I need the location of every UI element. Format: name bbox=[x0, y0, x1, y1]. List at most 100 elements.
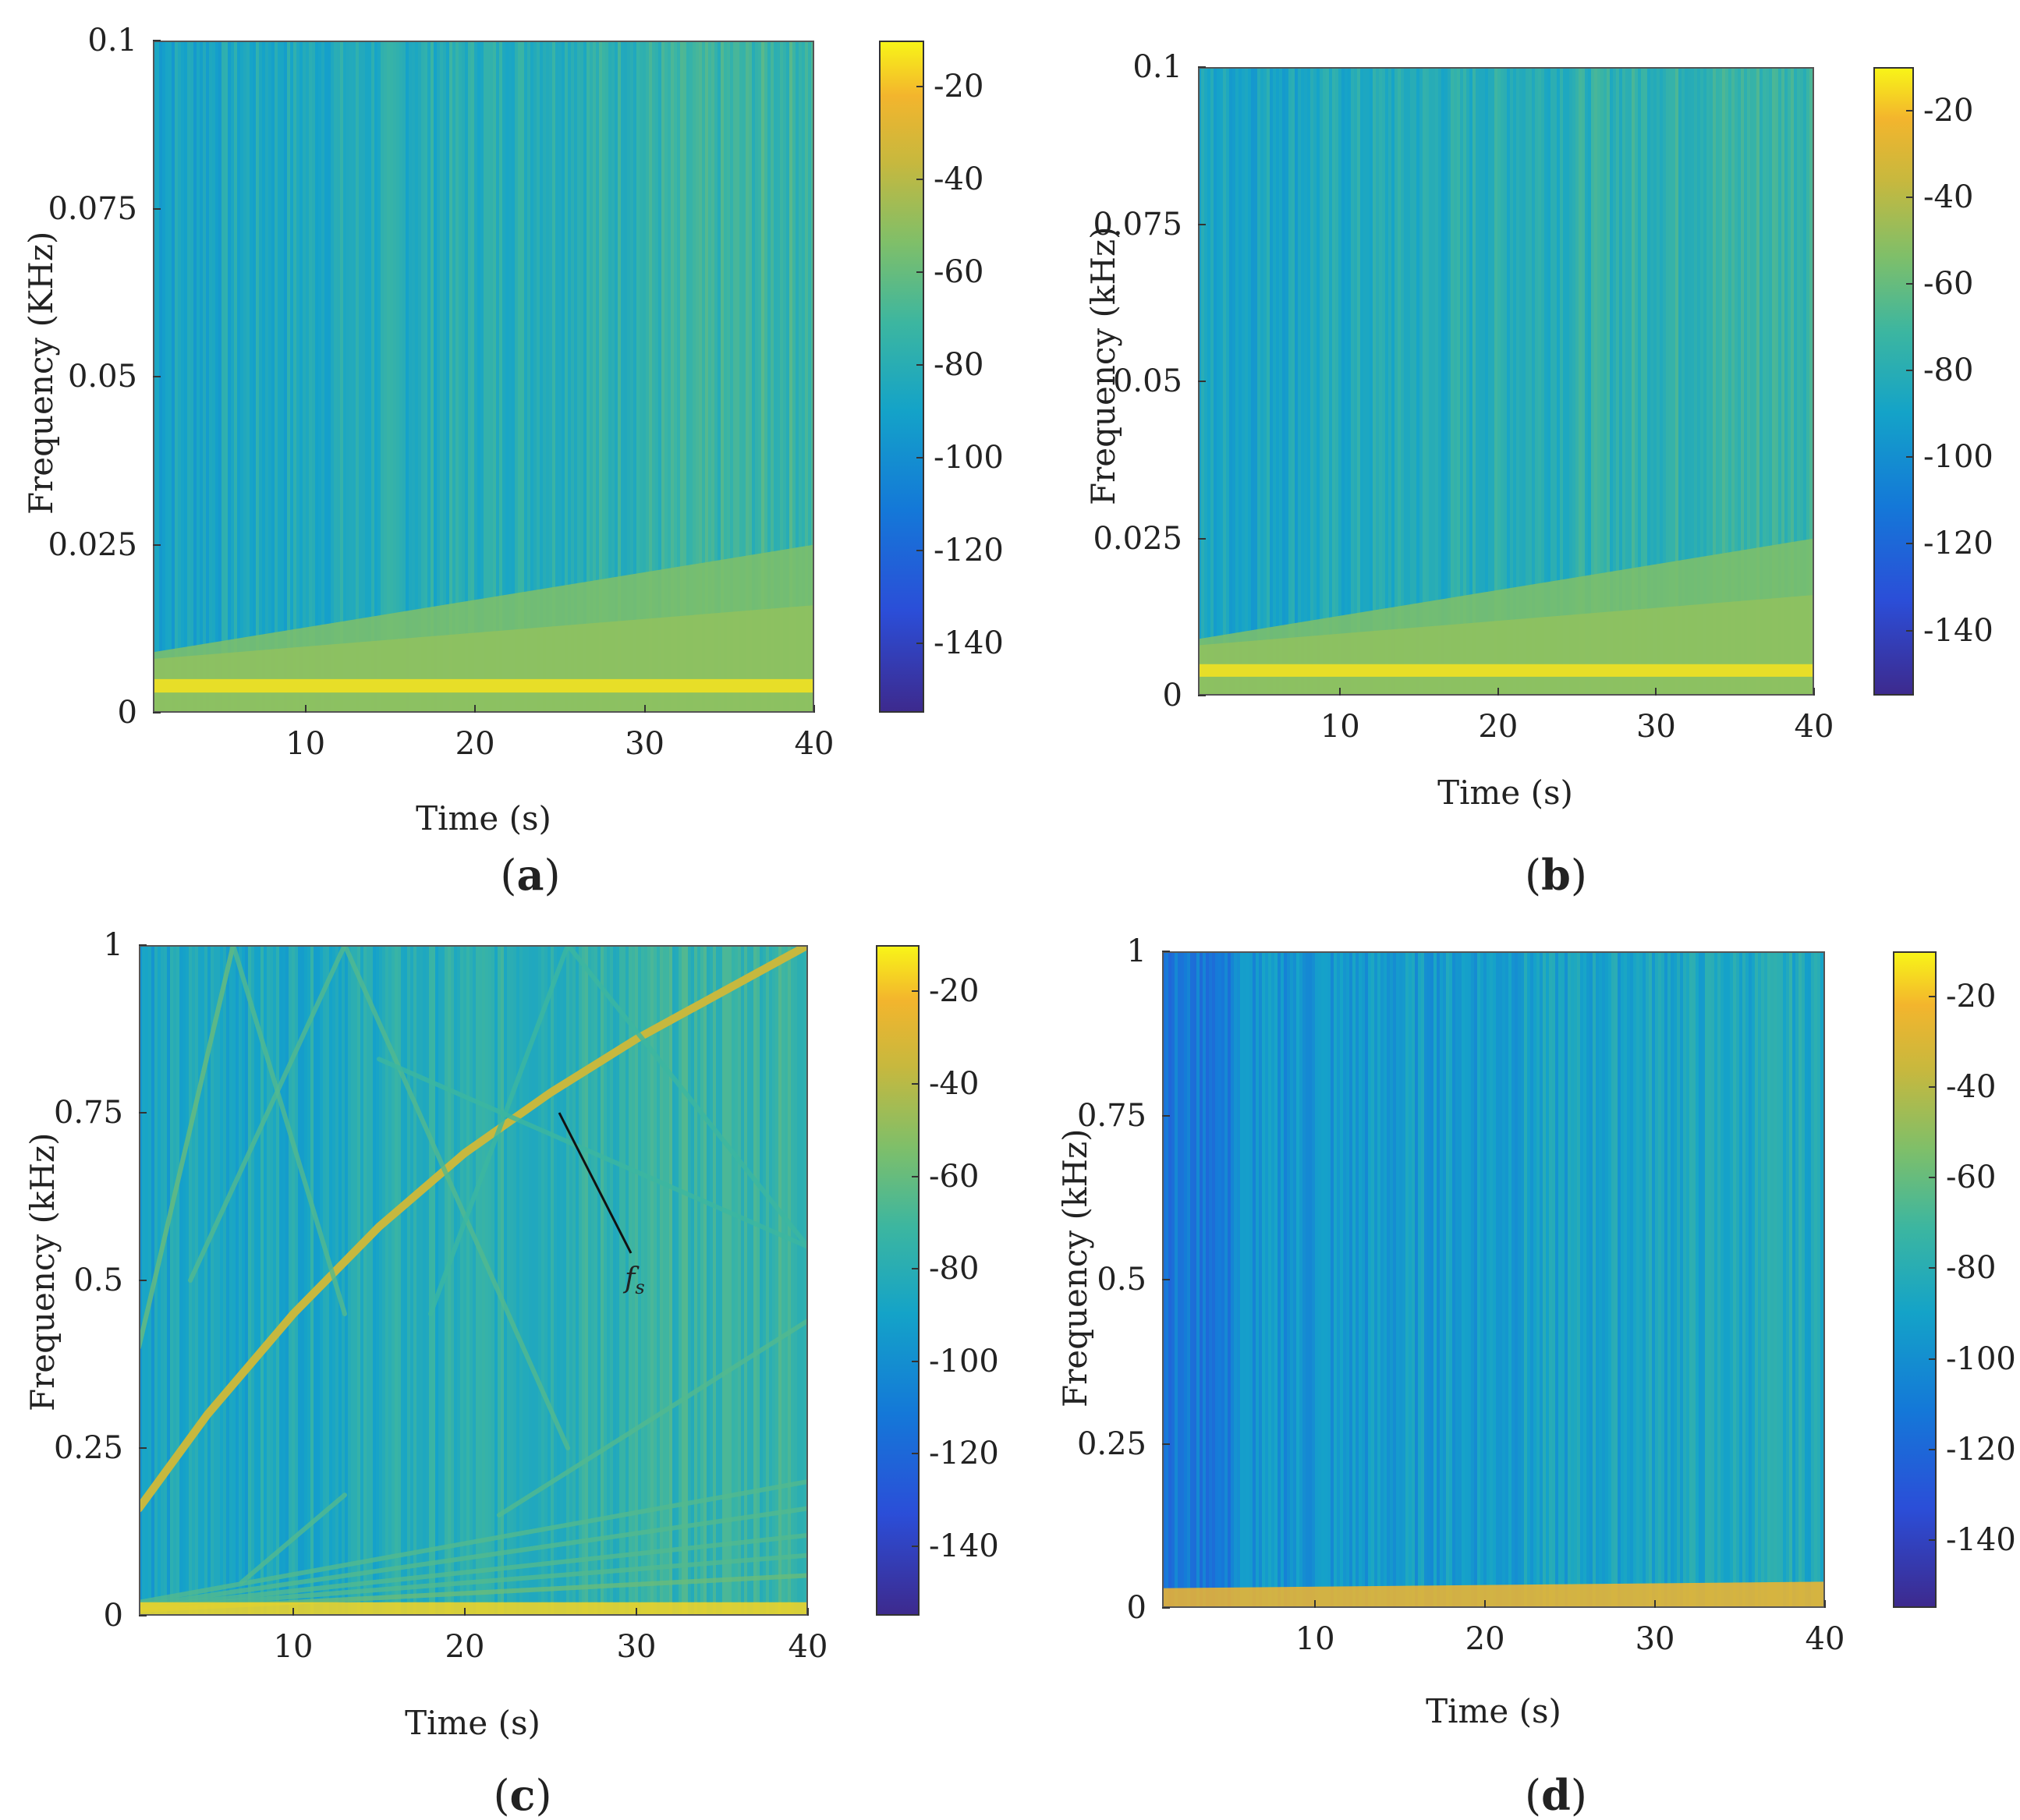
x-tick-mark bbox=[464, 1608, 466, 1616]
panel-caption: (b) bbox=[1525, 850, 1587, 900]
y-tick-label: 1 bbox=[1126, 933, 1146, 969]
y-tick-mark bbox=[1162, 1443, 1170, 1445]
colorbar-tick-mark bbox=[1929, 1086, 1937, 1089]
y-tick-label: 0.5 bbox=[1097, 1262, 1146, 1298]
harmonic-line-c-8 bbox=[497, 1318, 808, 1517]
harmonic-line-c-6 bbox=[428, 945, 570, 1316]
background-streaks bbox=[1162, 951, 1825, 1608]
y-tick-label: 0.025 bbox=[1093, 520, 1182, 557]
panel-caption: (d) bbox=[1525, 1770, 1587, 1820]
colorbar-tick-mark bbox=[1906, 543, 1914, 545]
y-tick-label: 0.1 bbox=[87, 23, 137, 58]
x-tick-mark bbox=[304, 705, 307, 713]
x-tick-mark bbox=[1484, 1600, 1487, 1608]
x-axis-label: Time (s) bbox=[1426, 1692, 1561, 1730]
colorbar-tick-label: -60 bbox=[1923, 265, 1974, 302]
colorbar-tick-label: -80 bbox=[929, 1251, 980, 1287]
y-tick-mark bbox=[1198, 695, 1206, 696]
background-streaks bbox=[153, 41, 814, 713]
colorbar-tick-label: -100 bbox=[929, 1343, 999, 1379]
x-tick-label: 10 bbox=[273, 1629, 314, 1665]
colorbar-tick-label: -40 bbox=[929, 1065, 980, 1102]
y-tick-label: 0.05 bbox=[67, 359, 137, 395]
y-tick-label: 0.05 bbox=[1112, 363, 1182, 399]
y-tick-label: 0.075 bbox=[48, 190, 137, 227]
x-tick-label: 20 bbox=[455, 726, 495, 762]
x-tick-mark bbox=[1497, 688, 1499, 696]
y-tick-label: 0.025 bbox=[48, 526, 137, 563]
y-tick-mark bbox=[1198, 381, 1206, 382]
colorbar-tick-label: -120 bbox=[1923, 526, 1993, 562]
spectrogram-canvas-c bbox=[139, 945, 808, 1616]
y-tick-label: 0 bbox=[117, 695, 137, 731]
colorbar-tick-mark bbox=[1906, 370, 1914, 372]
x-tick-label: 30 bbox=[625, 726, 665, 762]
colorbar bbox=[1873, 67, 1914, 696]
x-axis-label: Time (s) bbox=[416, 799, 551, 837]
x-tick-mark bbox=[292, 1608, 294, 1616]
spectrogram-plot-d bbox=[1162, 951, 1825, 1608]
colorbar-tick-label: -60 bbox=[934, 254, 984, 291]
x-axis-label: Time (s) bbox=[405, 1704, 540, 1742]
y-tick-mark bbox=[153, 207, 161, 210]
spectrogram-plot-c bbox=[139, 945, 808, 1616]
colorbar-tick-label: -140 bbox=[929, 1528, 999, 1565]
y-tick-mark bbox=[139, 1447, 147, 1449]
colorbar-tick-mark bbox=[916, 457, 924, 459]
y-axis-label: Frequency (kHz) bbox=[1084, 226, 1122, 506]
annotation-text: f bbox=[625, 1262, 636, 1294]
colorbar bbox=[1893, 951, 1937, 1608]
x-tick-mark bbox=[1655, 688, 1657, 696]
colorbar-tick-label: -60 bbox=[1946, 1160, 1997, 1196]
y-axis-label: Frequency (KHz) bbox=[22, 231, 60, 515]
colorbar-tick-mark bbox=[1929, 1539, 1937, 1541]
x-tick-mark bbox=[643, 705, 646, 713]
y-tick-label: 0.1 bbox=[1132, 49, 1182, 85]
colorbar-tick-mark bbox=[912, 1360, 920, 1362]
band-b-1 bbox=[1198, 538, 1814, 696]
panel-caption: (c) bbox=[493, 1770, 552, 1820]
y-tick-label: 0 bbox=[103, 1598, 123, 1634]
colorbar-tick-label: -100 bbox=[934, 440, 1004, 476]
y-tick-mark bbox=[153, 544, 161, 546]
annotation-subscript: s bbox=[635, 1276, 645, 1299]
y-tick-mark bbox=[1198, 66, 1206, 68]
colorbar-tick-mark bbox=[916, 642, 924, 644]
x-tick-label: 20 bbox=[445, 1629, 485, 1665]
harmonic-line-c-12 bbox=[139, 1532, 808, 1610]
y-tick-mark bbox=[1162, 951, 1170, 952]
colorbar-tick-mark bbox=[916, 86, 924, 88]
colorbar-tick-mark bbox=[916, 549, 924, 551]
x-tick-label: 10 bbox=[1295, 1621, 1335, 1657]
colorbar-tick-mark bbox=[916, 271, 924, 274]
y-tick-label: 1 bbox=[103, 927, 123, 963]
colorbar-tick-mark bbox=[1929, 996, 1937, 998]
colorbar-tick-label: -80 bbox=[1946, 1250, 1997, 1287]
colorbar-tick-mark bbox=[1906, 109, 1914, 112]
y-axis-label: Frequency (kHz) bbox=[23, 1132, 62, 1412]
x-tick-mark bbox=[813, 705, 815, 713]
colorbar-tick-label: -140 bbox=[1946, 1521, 2016, 1558]
x-tick-mark bbox=[807, 1608, 809, 1616]
background-streaks bbox=[1198, 67, 1814, 696]
y-tick-mark bbox=[139, 1112, 147, 1114]
colorbar-tick-mark bbox=[1929, 1358, 1937, 1360]
colorbar-tick-mark bbox=[912, 990, 920, 993]
x-tick-mark bbox=[1314, 1600, 1317, 1608]
panel-letter: d bbox=[1541, 1770, 1571, 1820]
x-tick-mark bbox=[1824, 1600, 1826, 1608]
colorbar-tick-mark bbox=[912, 1546, 920, 1548]
x-tick-label: 40 bbox=[1794, 709, 1834, 745]
harmonic-line-c-11 bbox=[139, 1506, 808, 1609]
y-tick-mark bbox=[139, 1615, 147, 1616]
x-tick-mark bbox=[1813, 688, 1815, 696]
colorbar-tick-mark bbox=[912, 1453, 920, 1455]
x-tick-label: 20 bbox=[1478, 709, 1519, 745]
x-axis-label: Time (s) bbox=[1437, 774, 1573, 812]
y-tick-mark bbox=[1162, 1607, 1170, 1609]
y-tick-mark bbox=[1162, 1114, 1170, 1117]
harmonic-line-c-7 bbox=[565, 945, 808, 1249]
colorbar-tick-label: -20 bbox=[934, 69, 984, 105]
colorbar-tick-mark bbox=[1906, 456, 1914, 459]
harmonic-line-c-10 bbox=[139, 1479, 808, 1605]
